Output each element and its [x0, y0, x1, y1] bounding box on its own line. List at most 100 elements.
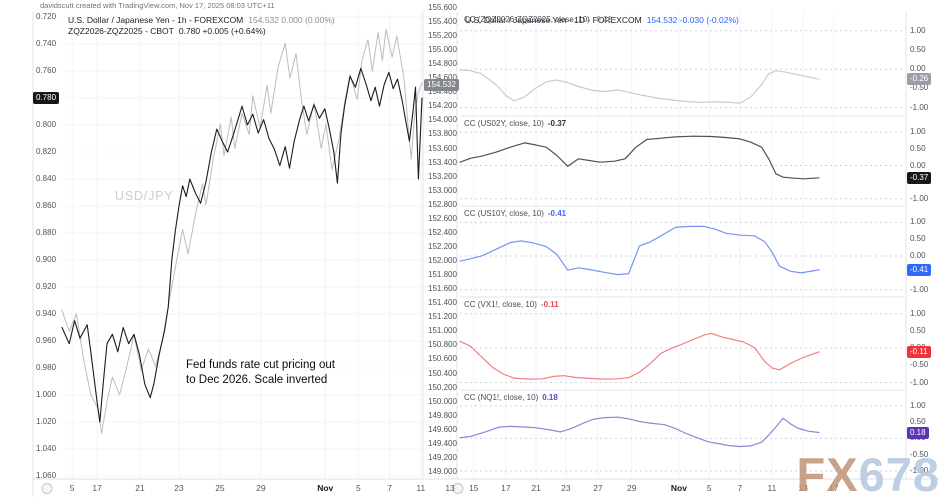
usdjpy-price-axis-label: 151.600: [428, 284, 457, 294]
fx678-watermark-678: 678: [858, 448, 940, 500]
usdjpy-price-line: [61, 28, 423, 434]
usdjpy-price-axis-label: 152.000: [428, 256, 457, 266]
right-time-axis-label: Nov: [670, 483, 687, 493]
pane-legend-3[interactable]: CC (US10Y, close, 10) -0.41: [464, 209, 566, 218]
usdjpy-last-price-badge: 154.532: [424, 79, 459, 91]
left-chart-plot-area[interactable]: [62, 12, 422, 478]
annotation-line2: to Dec 2026. Scale inverted: [186, 374, 328, 386]
correlation-axis-label: -0.50: [910, 449, 929, 459]
usdjpy-price-axis-label: 151.200: [428, 312, 457, 322]
correlation-axis-label: 1.00: [910, 25, 926, 35]
left-legend-spread-values: 0.780 +0.005 (+0.64%): [178, 26, 266, 36]
left-price-axis-label: 0.800: [36, 120, 57, 129]
usdjpy-price-axis-label: 149.000: [428, 466, 457, 476]
pane-indicator-label: CC (NQ1!, close, 10): [464, 393, 539, 402]
usdjpy-price-axis-label: 149.800: [428, 410, 457, 420]
credit-line: davidscutt created with TradingView.com,…: [40, 1, 275, 10]
usdjpy-price-axis-label: 151.400: [428, 298, 457, 308]
right-time-axis-label: 17: [829, 483, 839, 493]
right-chart-legend[interactable]: U.S. Dollar / Japanese Yen - 1D - FOREXC…: [465, 15, 739, 26]
left-price-axis-label: 1.000: [36, 390, 57, 399]
usdjpy-price-axis-label: 149.200: [428, 452, 457, 462]
correlation-axis-label: -0.50: [910, 360, 929, 370]
pane-value-badge-4: -0.11: [907, 345, 931, 358]
left-time-axis-label: 5: [356, 483, 361, 493]
left-price-axis-label: 0.980: [36, 363, 57, 372]
pane-value-badge-1: -0.26: [907, 73, 932, 86]
usdjpy-price-axis-label: 154.000: [428, 115, 457, 125]
pane-value-badge-2: -0.37: [907, 171, 932, 184]
left-price-axis-label: 0.880: [36, 228, 57, 237]
left-time-axis-label: 13: [445, 483, 455, 493]
usdjpy-price-axis-label: 152.200: [428, 241, 457, 251]
pane-legend-4[interactable]: CC (VX1!, close, 10) -0.11: [464, 300, 559, 309]
left-price-axis-label: 0.920: [36, 282, 57, 291]
right-time-axis-label: 15: [469, 483, 479, 493]
right-time-axis-label: 21: [531, 483, 541, 493]
correlation-line-pane-5: [459, 416, 820, 448]
usdjpy-price-axis-label: 150.000: [428, 396, 457, 406]
usdjpy-price-axis-label: 152.400: [428, 227, 457, 237]
correlation-axis-label: -1.00: [910, 102, 929, 112]
pane-legend-1[interactable]: CC (ZQZ2026-ZQZ2025, close, 10) -0.26: [464, 15, 612, 24]
correlation-axis-label: 0.50: [910, 417, 926, 427]
left-time-axis-label: 23: [174, 483, 184, 493]
correlation-axis-label: -0.50: [910, 83, 929, 93]
right-time-axis-label: 17: [501, 483, 511, 493]
correlation-line-pane-3: [459, 225, 820, 276]
correlation-axis-label: 1.00: [910, 217, 926, 227]
pane-indicator-value: -0.26: [593, 15, 613, 24]
usdjpy-price-axis-label: 155.000: [428, 45, 457, 55]
pane-legend-2[interactable]: CC (US02Y, close, 10) -0.37: [464, 119, 566, 128]
correlation-axis-label: 0.00: [910, 64, 926, 74]
usdjpy-price-axis-label: 151.800: [428, 270, 457, 280]
right-legend-symbol: U.S. Dollar / Japanese Yen - 1D - FOREXC…: [465, 15, 642, 25]
left-chart-legend[interactable]: U.S. Dollar / Japanese Yen - 1h - FOREXC…: [68, 15, 335, 37]
correlation-axis-label: 0.00: [910, 251, 926, 261]
correlation-axis-label: 1.00: [910, 127, 926, 137]
left-time-axis-label: 11: [416, 483, 426, 493]
usdjpy-price-axis-label: 155.600: [428, 2, 457, 12]
pane-indicator-value: -0.11: [540, 300, 559, 309]
correlation-axis-label: 0.50: [910, 325, 926, 335]
usdjpy-price-axis-label: 150.600: [428, 354, 457, 364]
left-time-scale[interactable]: [33, 480, 453, 498]
correlation-axis-label: 0.50: [910, 234, 926, 244]
usdjpy-price-axis-label: 150.800: [428, 340, 457, 350]
correlation-line-pane-1: [459, 69, 820, 104]
right-time-axis-label: 27: [593, 483, 603, 493]
annotation-line1: Fed funds rate cut pricing out: [186, 359, 335, 371]
pane-indicator-label: CC (VX1!, close, 10): [464, 300, 537, 309]
usdjpy-price-axis-label: 149.600: [428, 424, 457, 434]
usdjpy-price-axis-label: 149.400: [428, 438, 457, 448]
left-price-axis-label: 0.940: [36, 309, 57, 318]
usdjpy-price-axis-label: 153.600: [428, 143, 457, 153]
right-time-axis-label: 7: [737, 483, 743, 493]
usdjpy-price-axis-label: 154.400: [428, 87, 457, 97]
correlation-axis-label: 1.00: [910, 308, 926, 318]
left-time-axis-label: 5: [69, 483, 75, 493]
time-axis-marker-left-icon[interactable]: [41, 483, 53, 494]
correlation-axis-label: 0.50: [910, 44, 926, 54]
left-price-axis-label: 0.720: [36, 12, 57, 21]
time-axis-marker-right-icon[interactable]: [452, 483, 464, 494]
usdjpy-price-axis-label: 154.800: [428, 59, 457, 69]
right-legend-line: U.S. Dollar / Japanese Yen - 1D - FOREXC…: [465, 15, 739, 26]
correlation-line-pane-2: [459, 135, 820, 180]
right-time-axis-label: 29: [627, 483, 637, 493]
left-legend-values: 154.532 0.000 (0.00%): [248, 15, 335, 25]
usdjpy-price-axis-label: 151.000: [428, 326, 457, 336]
pane-legend-5[interactable]: CC (NQ1!, close, 10) 0.18: [464, 393, 558, 402]
left-price-scale[interactable]: [33, 12, 62, 478]
right-time-axis-label: 13: [798, 483, 808, 493]
chart-annotation: Fed funds rate cut pricing out to Dec 20…: [186, 358, 335, 388]
left-price-axis-label: 0.840: [36, 174, 57, 183]
left-price-axis-label: 0.860: [36, 201, 57, 210]
left-time-axis-label: 29: [256, 483, 266, 493]
right-time-axis-label: 11: [767, 483, 777, 493]
right-chart-plot-area[interactable]: [460, 12, 905, 478]
correlation-axis-label: 0.50: [910, 143, 926, 153]
usdjpy-price-axis-label: 152.600: [428, 213, 457, 223]
left-legend-spread-symbol: ZQZ2026-ZQZ2025 - CBOT: [68, 26, 174, 36]
